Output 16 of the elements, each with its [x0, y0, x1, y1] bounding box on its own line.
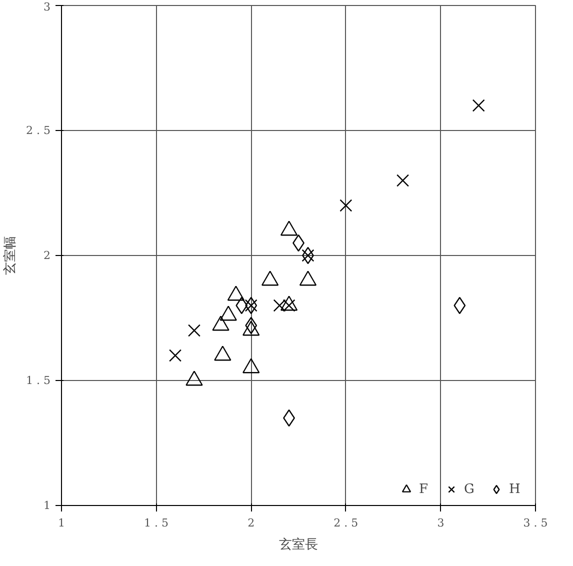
legend-label: H — [509, 482, 522, 496]
y-tick-label: 2 . 5 — [26, 124, 51, 137]
y-tick-label: 1 — [44, 499, 50, 512]
y-tick-label: 3 — [44, 0, 50, 14]
x-tick-label: 2 . 5 — [334, 516, 358, 530]
x-tick-label: 1 . 5 — [144, 516, 169, 530]
x-axis-title: 玄室長 — [279, 536, 318, 552]
y-tick-label: 2 — [44, 249, 50, 262]
y-axis-title: 玄室幅 — [2, 236, 18, 275]
y-tick-label: 1 . 5 — [26, 374, 51, 387]
legend-label: G — [464, 482, 476, 496]
x-tick-label: 3 — [437, 516, 444, 530]
legend-label: F — [419, 482, 430, 496]
x-tick-label: 2 — [248, 516, 255, 530]
x-tick-label: 3 . 5 — [523, 516, 548, 530]
x-tick-label: 1 — [58, 516, 65, 530]
